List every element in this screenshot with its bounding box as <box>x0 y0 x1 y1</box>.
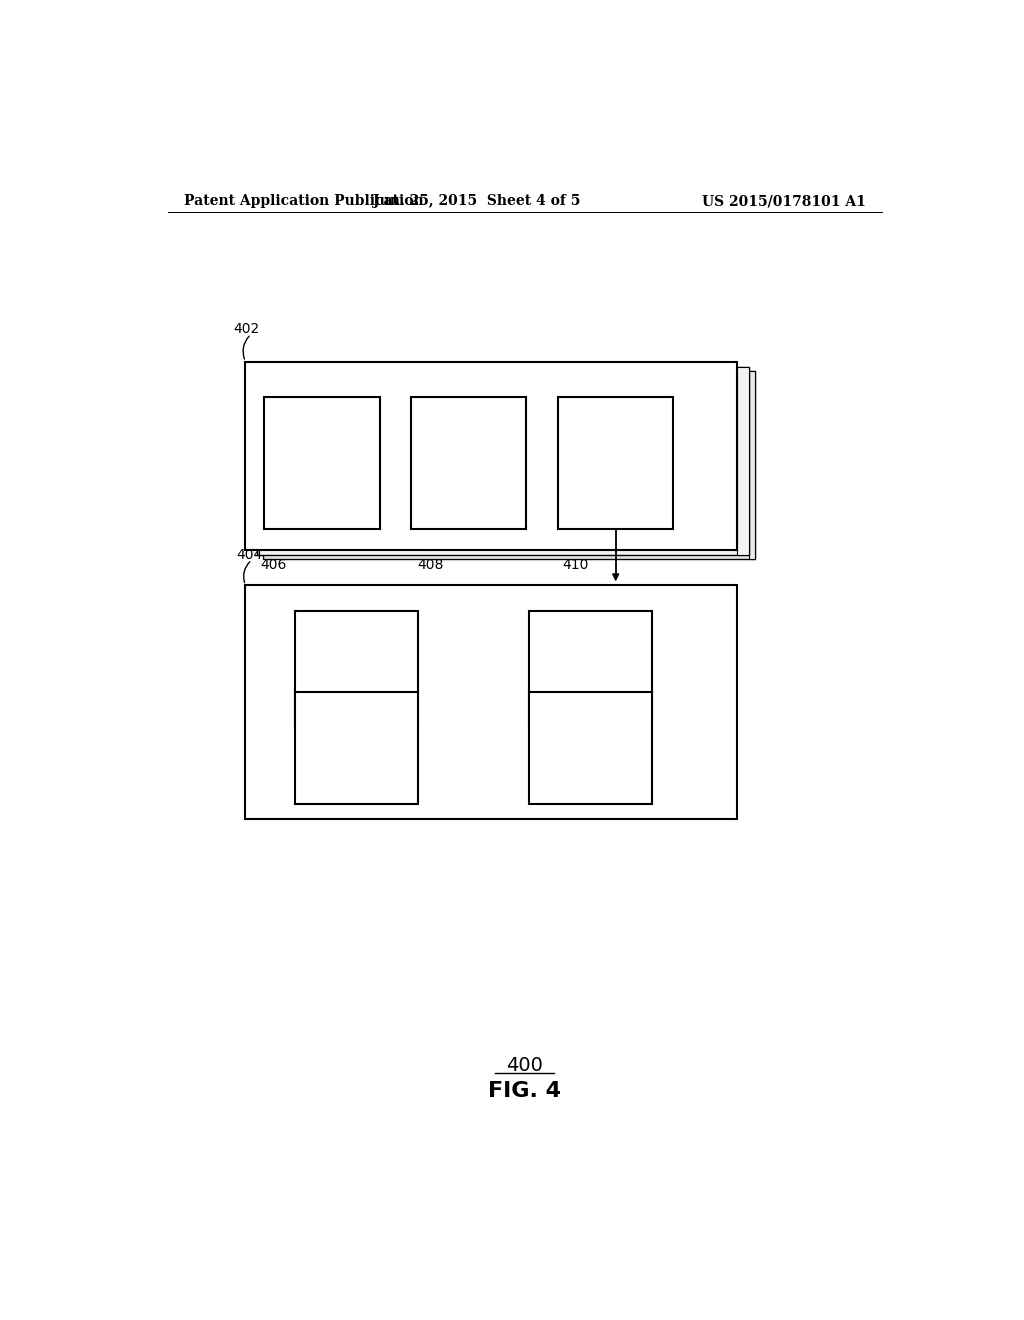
Text: Jun. 25, 2015  Sheet 4 of 5: Jun. 25, 2015 Sheet 4 of 5 <box>374 194 581 209</box>
Bar <box>528 611 652 722</box>
Bar <box>737 367 749 556</box>
Text: Analog
Digital
Converter: Analog Digital Converter <box>581 436 650 491</box>
Text: 412: 412 <box>251 660 278 673</box>
Bar <box>264 397 380 529</box>
Text: 406: 406 <box>260 558 287 572</box>
Text: Speaker
Control
Module: Speaker Control Module <box>562 722 618 775</box>
Text: 418: 418 <box>672 741 698 755</box>
Text: 416: 416 <box>251 741 278 755</box>
Bar <box>412 397 526 529</box>
Bar <box>528 692 652 804</box>
Text: 414: 414 <box>672 660 698 673</box>
Text: Analog
Output
Module: Analog Output Module <box>297 436 347 491</box>
Text: Microcontroller: Microcontroller <box>439 598 544 611</box>
Text: 402: 402 <box>233 322 260 337</box>
Text: US 2015/0178101 A1: US 2015/0178101 A1 <box>702 194 866 209</box>
Bar <box>263 371 755 558</box>
Text: 404: 404 <box>236 548 262 562</box>
Text: FIG. 4: FIG. 4 <box>488 1081 561 1101</box>
Text: Patent Application Publication: Patent Application Publication <box>183 194 423 209</box>
Bar <box>295 611 418 722</box>
Bar <box>246 362 737 549</box>
Bar <box>558 397 673 529</box>
Bar <box>257 367 749 556</box>
Bar <box>749 371 755 558</box>
Text: Spatial
Filtering
Module: Spatial Filtering Module <box>562 640 618 693</box>
Text: 410: 410 <box>562 558 589 572</box>
Text: 400: 400 <box>506 1056 544 1074</box>
Text: Far Field
Gain
Module: Far Field Gain Module <box>328 722 385 775</box>
Text: Amplifier: Amplifier <box>437 457 501 470</box>
Text: 408: 408 <box>417 558 443 572</box>
Text: Thermopile Array: Thermopile Array <box>253 370 374 384</box>
Text: Zone
Detection
Module: Zone Detection Module <box>323 640 390 693</box>
Bar <box>246 585 737 818</box>
Bar <box>295 692 418 804</box>
